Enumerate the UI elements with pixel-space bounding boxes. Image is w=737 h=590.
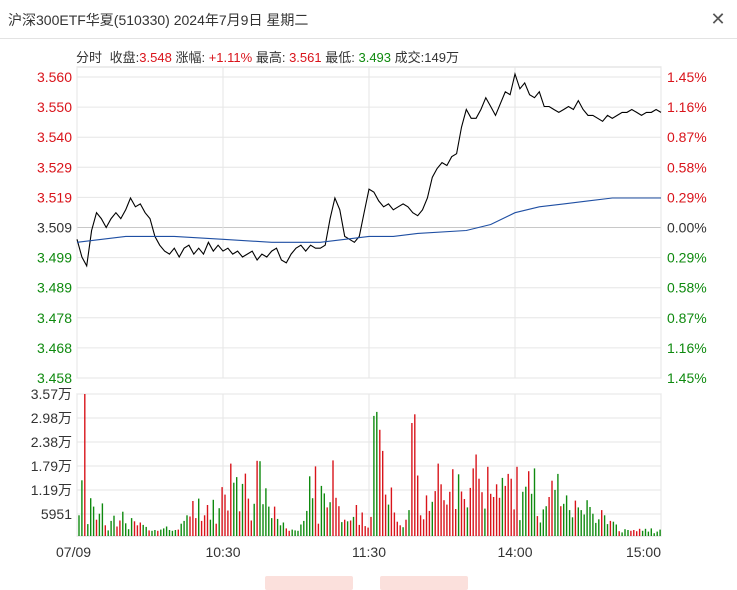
- pct-tick-label: 0.58%: [667, 159, 707, 175]
- pct-tick-label: 1.16%: [667, 340, 707, 356]
- price-tick-label: 3.458: [37, 370, 72, 386]
- average-price-line: [76, 197, 661, 243]
- pct-tick-label: 0.29%: [667, 189, 707, 205]
- volume-tick-label: 2.98万: [31, 410, 72, 426]
- volume-tick-label: 2.38万: [31, 434, 72, 450]
- pct-tick-label: 0.00%: [667, 220, 707, 236]
- action-button-right[interactable]: [380, 576, 468, 590]
- pct-tick-label: 0.29%: [667, 250, 707, 266]
- low-value: 3.493: [358, 50, 392, 65]
- close-value: 3.548: [139, 50, 172, 65]
- price-line: [76, 71, 662, 268]
- pct-tick-label: 1.45%: [667, 370, 707, 386]
- volume-value: 149万: [424, 50, 459, 65]
- price-tick-label: 3.540: [37, 129, 72, 145]
- title-bar: 沪深300ETF华夏(510330) 2024年7月9日 星期二 ✕: [0, 0, 737, 39]
- pct-tick-label: 0.87%: [667, 129, 707, 145]
- time-tick-label: 07/09: [56, 544, 91, 560]
- action-button-left[interactable]: [265, 576, 353, 590]
- price-tick-label: 3.478: [37, 310, 72, 326]
- pct-tick-label: 0.58%: [667, 280, 707, 296]
- change-value: +1.11%: [208, 50, 253, 65]
- pct-tick-label: 1.16%: [667, 99, 707, 115]
- high-label: 最高:: [255, 50, 286, 65]
- pct-tick-label: 1.45%: [667, 69, 707, 85]
- volume-tick-label: 3.57万: [31, 386, 72, 402]
- time-tick-label: 11:30: [352, 544, 386, 560]
- time-tick-label: 14:00: [497, 544, 532, 560]
- price-tick-label: 3.519: [37, 189, 72, 205]
- price-tick-label: 3.499: [37, 250, 72, 266]
- price-tick-label: 3.560: [37, 69, 72, 85]
- volume-tick-label: 1.79万: [31, 458, 72, 474]
- change-label: 涨幅:: [175, 50, 206, 65]
- quote-info-bar: 分时 收盘:3.548 涨幅: +1.11% 最高: 3.561 最低: 3.4…: [76, 47, 459, 66]
- volume-tick-label: 1.19万: [31, 482, 72, 498]
- volume-tick-label: 5951: [41, 506, 72, 522]
- close-label: 收盘:: [109, 50, 140, 65]
- close-icon[interactable]: ✕: [710, 9, 726, 29]
- time-tick-label: 15:00: [626, 544, 661, 560]
- tab-intraday[interactable]: 分时: [76, 50, 103, 65]
- price-tick-label: 3.489: [37, 280, 72, 296]
- price-tick-label: 3.550: [37, 99, 72, 115]
- price-tick-label: 3.529: [37, 159, 72, 175]
- pct-tick-label: 0.87%: [667, 310, 707, 326]
- volume-label: 成交:: [394, 50, 425, 65]
- price-tick-label: 3.468: [37, 340, 72, 356]
- high-value: 3.561: [289, 50, 322, 65]
- time-tick-label: 10:30: [205, 544, 240, 560]
- window-title: 沪深300ETF华夏(510330) 2024年7月9日 星期二: [8, 12, 309, 28]
- low-label: 最低:: [325, 50, 355, 65]
- price-tick-label: 3.509: [37, 220, 72, 236]
